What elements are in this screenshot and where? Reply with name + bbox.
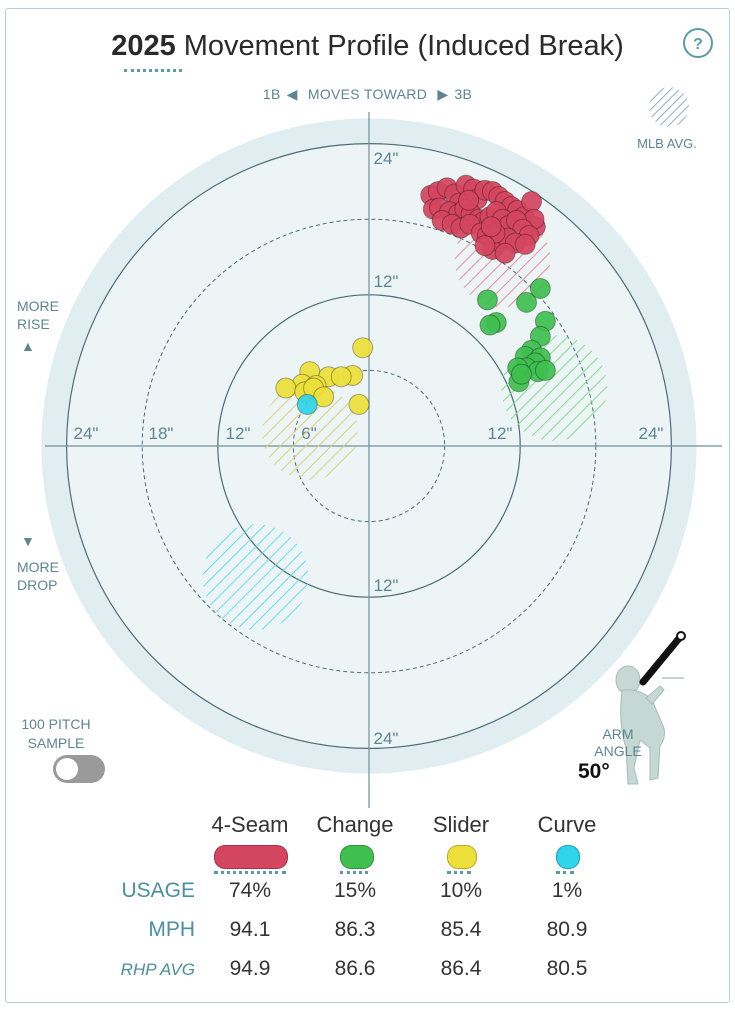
point-slider-0 [352,337,374,359]
change-mph: 86.3 [334,918,376,941]
help-button[interactable]: ? [683,28,713,58]
legend-change-underline [340,871,368,874]
label-bottom-24: 24" [374,729,399,748]
label-right-12: 12" [488,424,513,443]
direction-caption: 1B ◀ MOVES TOWARD ▶ 3B [0,86,735,103]
legend-fourseam-underline [214,871,286,874]
point-4seam-43 [514,233,536,255]
point-4seam-15 [521,191,543,213]
point-slider-6 [330,366,352,388]
mlb-avg-curve [202,524,309,630]
label-left-24: 24" [74,424,99,443]
rhp-avg-row-label: RHP AVG [120,960,195,979]
direction-moves-label: MOVES TOWARD [307,86,428,102]
point-4seam-45 [474,235,496,257]
more-drop-label: ▼ MORE DROP [17,533,59,593]
legend-fourseam-name: 4-Seam [211,812,289,837]
legend-fourseam-swatch[interactable] [214,845,288,869]
down-arrow-icon: ▼ [21,533,35,549]
mlb-avg-hatch-icon [649,87,689,127]
label-top-12: 12" [374,272,399,291]
change-usage: 15% [333,879,377,902]
direction-1b-label: 1B [262,86,281,102]
up-arrow-icon: ▲ [21,338,35,354]
point-change-3 [516,291,537,313]
point-slider-11 [348,393,370,415]
point-4seam-47 [480,216,502,238]
legend-slider-underline [447,871,471,874]
point-slider-5 [275,377,297,399]
legend-change-swatch[interactable] [340,845,374,869]
fourseam-usage: 74% [228,879,272,902]
title-year[interactable]: 2025 [111,30,176,62]
label-left-18: 18" [149,424,174,443]
mph-row-label: MPH [148,918,195,941]
legend-slider-swatch[interactable] [447,845,477,869]
legend-curve-swatch[interactable] [556,845,580,869]
point-4seam-46 [494,242,516,264]
label-bottom-12: 12" [374,576,399,595]
point-change-15 [534,359,556,381]
right-arrow-icon: ▶ [437,86,449,102]
curve-rhp-avg: 80.5 [546,957,588,980]
more-rise-label: MORE RISE ▲ [17,298,59,354]
label-top-24: 24" [374,149,399,168]
slider-usage: 10% [439,879,483,902]
pitcher-silhouette-icon [615,631,686,785]
legend-curve-underline [556,871,574,874]
toggle-knob [56,758,78,780]
label-left-12: 12" [226,424,251,443]
arm-angle-value: 50° [578,760,610,783]
page-title: 2025 Movement Profile (Induced Break) [0,30,735,63]
fourseam-mph: 94.1 [229,918,271,941]
point-curve-0 [296,393,318,415]
title-text: Movement Profile (Induced Break) [183,30,624,62]
point-change-4 [529,278,551,299]
legend-change-name: Change [316,812,394,837]
slider-mph: 85.4 [440,918,482,941]
fourseam-rhp-avg: 94.9 [229,957,271,980]
legend-curve-name: Curve [537,812,597,837]
arm-angle-label: ARM ANGLE [594,726,642,759]
legend-slider-name: Slider [432,812,490,837]
label-right-24: 24" [639,424,664,443]
left-arrow-icon: ◀ [286,86,298,102]
curve-usage: 1% [551,879,583,902]
point-change-16 [510,363,532,385]
point-change-2 [479,314,501,336]
change-rhp-avg: 86.6 [334,957,376,980]
point-4seam-48 [458,189,480,211]
year-dropdown-underline [124,69,182,72]
usage-row-label: USAGE [121,879,195,902]
mlb-avg-label: MLB AVG. [637,136,697,151]
pitch-sample-toggle[interactable] [53,755,105,783]
direction-3b-label: 3B [454,86,473,102]
slider-rhp-avg: 86.4 [440,957,482,980]
point-change-0 [476,289,498,311]
mlb-avg-slider [261,384,358,481]
curve-mph: 80.9 [546,918,588,941]
pitch-sample-label: 100 PITCH SAMPLE [21,716,91,751]
